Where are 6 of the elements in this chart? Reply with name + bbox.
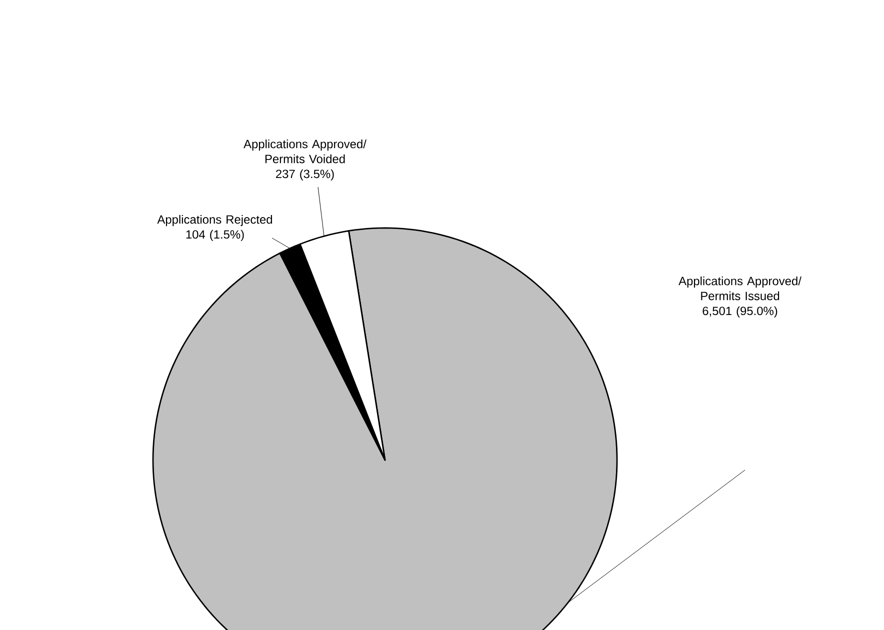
- data-label: 6,501 (95.0%): [702, 306, 778, 318]
- data-label: 237 (3.5%): [276, 169, 334, 180]
- slice-label: Applications Approved/ Permits Voided: [244, 139, 366, 164]
- slice-label: Applications Rejected: [157, 214, 272, 226]
- data-label: 104 (1.5%): [186, 230, 244, 242]
- slice-label: Applications Approved/ Permits Issued: [678, 276, 802, 300]
